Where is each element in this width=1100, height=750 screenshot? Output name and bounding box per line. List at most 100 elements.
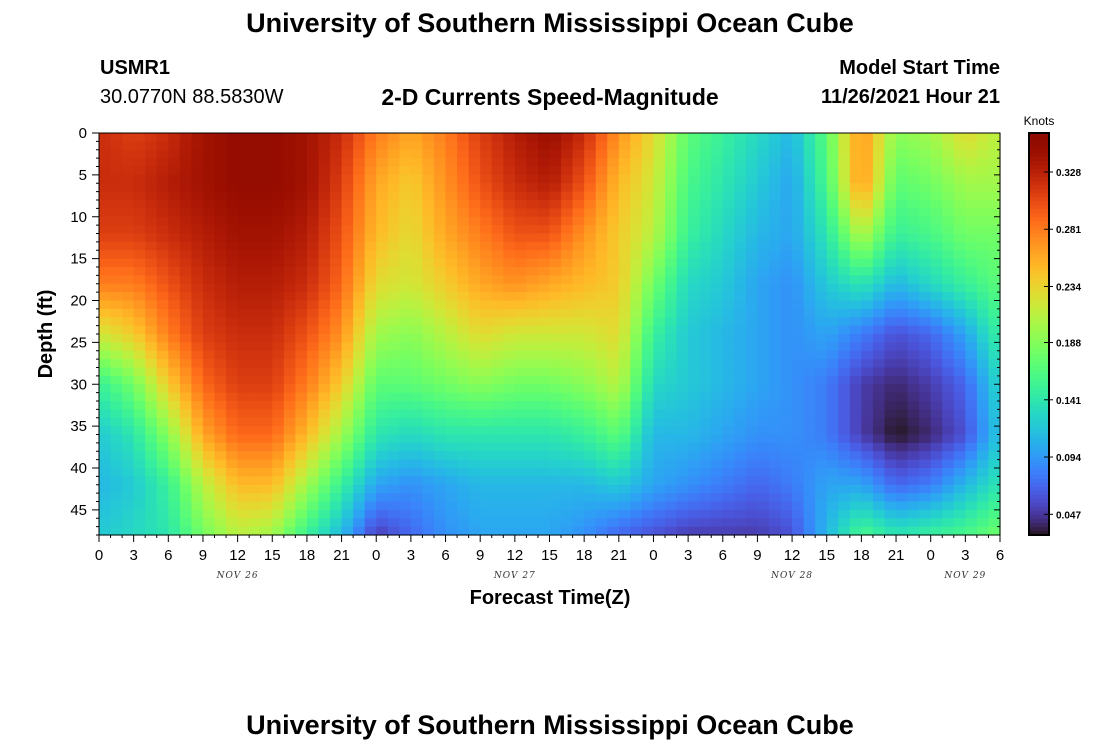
- colorbar-segment: [1029, 293, 1049, 299]
- heatmap-cell: [641, 417, 655, 427]
- heatmap-cell: [168, 375, 181, 385]
- heatmap-cell: [861, 334, 874, 343]
- heatmap-cell: [330, 426, 343, 436]
- heatmap-cell: [618, 434, 631, 444]
- heatmap-cell: [503, 267, 516, 276]
- heatmap-cell: [942, 526, 955, 536]
- heatmap-cell: [306, 241, 320, 251]
- heatmap-cell: [976, 191, 990, 201]
- heatmap-cell: [919, 292, 932, 302]
- heatmap-cell: [595, 484, 608, 494]
- x-tick-label: 21: [888, 547, 905, 564]
- heatmap-cell: [491, 476, 504, 486]
- heatmap-cell: [168, 166, 181, 176]
- heatmap-cell: [260, 308, 273, 318]
- heatmap-cell: [768, 183, 782, 193]
- heatmap-cell: [122, 300, 135, 310]
- heatmap-cell: [457, 300, 470, 310]
- heatmap-cell: [260, 250, 273, 260]
- heatmap-cell: [849, 292, 862, 302]
- heatmap-cell: [780, 300, 793, 310]
- heatmap-cell: [491, 501, 504, 511]
- heatmap-cell: [341, 283, 354, 293]
- heatmap-cell: [156, 442, 169, 452]
- heatmap-cell: [387, 451, 400, 461]
- heatmap-cell: [399, 250, 412, 260]
- heatmap-cell: [283, 300, 296, 310]
- heatmap-cell: [815, 509, 828, 519]
- heatmap-cell: [561, 258, 574, 268]
- heatmap-cell: [179, 459, 193, 469]
- heatmap-cell: [803, 183, 816, 193]
- heatmap-cell: [145, 225, 158, 235]
- heatmap-cell: [318, 133, 331, 142]
- heatmap-cell: [364, 208, 377, 218]
- heatmap-cell: [896, 191, 909, 201]
- heatmap-cell: [838, 518, 851, 528]
- heatmap-cell: [780, 308, 793, 318]
- heatmap-cell: [226, 484, 239, 494]
- heatmap-cell: [872, 233, 886, 243]
- heatmap-cell: [884, 258, 897, 268]
- heatmap-cell: [376, 158, 389, 168]
- heatmap-cell: [318, 401, 331, 410]
- heatmap-cell: [618, 484, 631, 494]
- heatmap-cell: [341, 191, 354, 201]
- heatmap-cell: [457, 233, 470, 243]
- heatmap-cell: [630, 484, 643, 494]
- heatmap-cell: [133, 141, 146, 151]
- heatmap-cell: [919, 133, 932, 142]
- heatmap-cell: [99, 258, 112, 268]
- heatmap-cell: [122, 359, 135, 369]
- heatmap-cell: [133, 208, 146, 218]
- heatmap-cell: [514, 409, 527, 419]
- heatmap-cell: [503, 493, 516, 503]
- heatmap-cell: [861, 317, 874, 327]
- heatmap-cell: [653, 133, 666, 142]
- heatmap-cell: [514, 392, 527, 402]
- heatmap-cell: [168, 409, 181, 419]
- heatmap-cell: [318, 459, 331, 469]
- heatmap-cell: [734, 375, 747, 385]
- heatmap-cell: [768, 350, 782, 360]
- heatmap-cell: [630, 526, 643, 536]
- heatmap-cell: [260, 200, 273, 209]
- heatmap-cell: [341, 509, 354, 519]
- heatmap-cell: [884, 417, 897, 427]
- heatmap-cell: [260, 493, 273, 503]
- heatmap-cell: [641, 141, 655, 151]
- heatmap-cell: [410, 317, 424, 327]
- heatmap-cell: [330, 149, 343, 159]
- heatmap-cell: [491, 459, 504, 469]
- heatmap-cell: [537, 468, 551, 477]
- heatmap-cell: [595, 258, 608, 268]
- heatmap-cell: [872, 476, 886, 486]
- heatmap-cell: [457, 216, 470, 226]
- heatmap-cell: [318, 149, 331, 159]
- heatmap-cell: [688, 409, 701, 419]
- heatmap-cell: [330, 258, 343, 268]
- heatmap-cell: [584, 325, 597, 335]
- heatmap-cell: [214, 292, 227, 302]
- heatmap-cell: [826, 216, 839, 226]
- heatmap-cell: [572, 468, 585, 477]
- heatmap-cell: [572, 308, 585, 318]
- heatmap-cell: [976, 233, 990, 243]
- heatmap-cell: [191, 275, 204, 285]
- heatmap-cell: [965, 476, 978, 486]
- heatmap-cell: [826, 434, 839, 444]
- heatmap-cell: [722, 233, 735, 243]
- heatmap-cell: [376, 191, 389, 201]
- heatmap-cell: [468, 300, 481, 310]
- heatmap-cell: [99, 509, 112, 519]
- heatmap-cell: [156, 208, 169, 218]
- heatmap-cell: [838, 275, 851, 285]
- heatmap-cell: [202, 317, 216, 327]
- heatmap-cell: [122, 317, 135, 327]
- heatmap-cell: [803, 367, 816, 377]
- heatmap-cell: [826, 459, 839, 469]
- heatmap-cell: [665, 191, 678, 201]
- heatmap-cell: [919, 141, 932, 151]
- heatmap-cell: [861, 258, 874, 268]
- heatmap-cell: [757, 191, 770, 201]
